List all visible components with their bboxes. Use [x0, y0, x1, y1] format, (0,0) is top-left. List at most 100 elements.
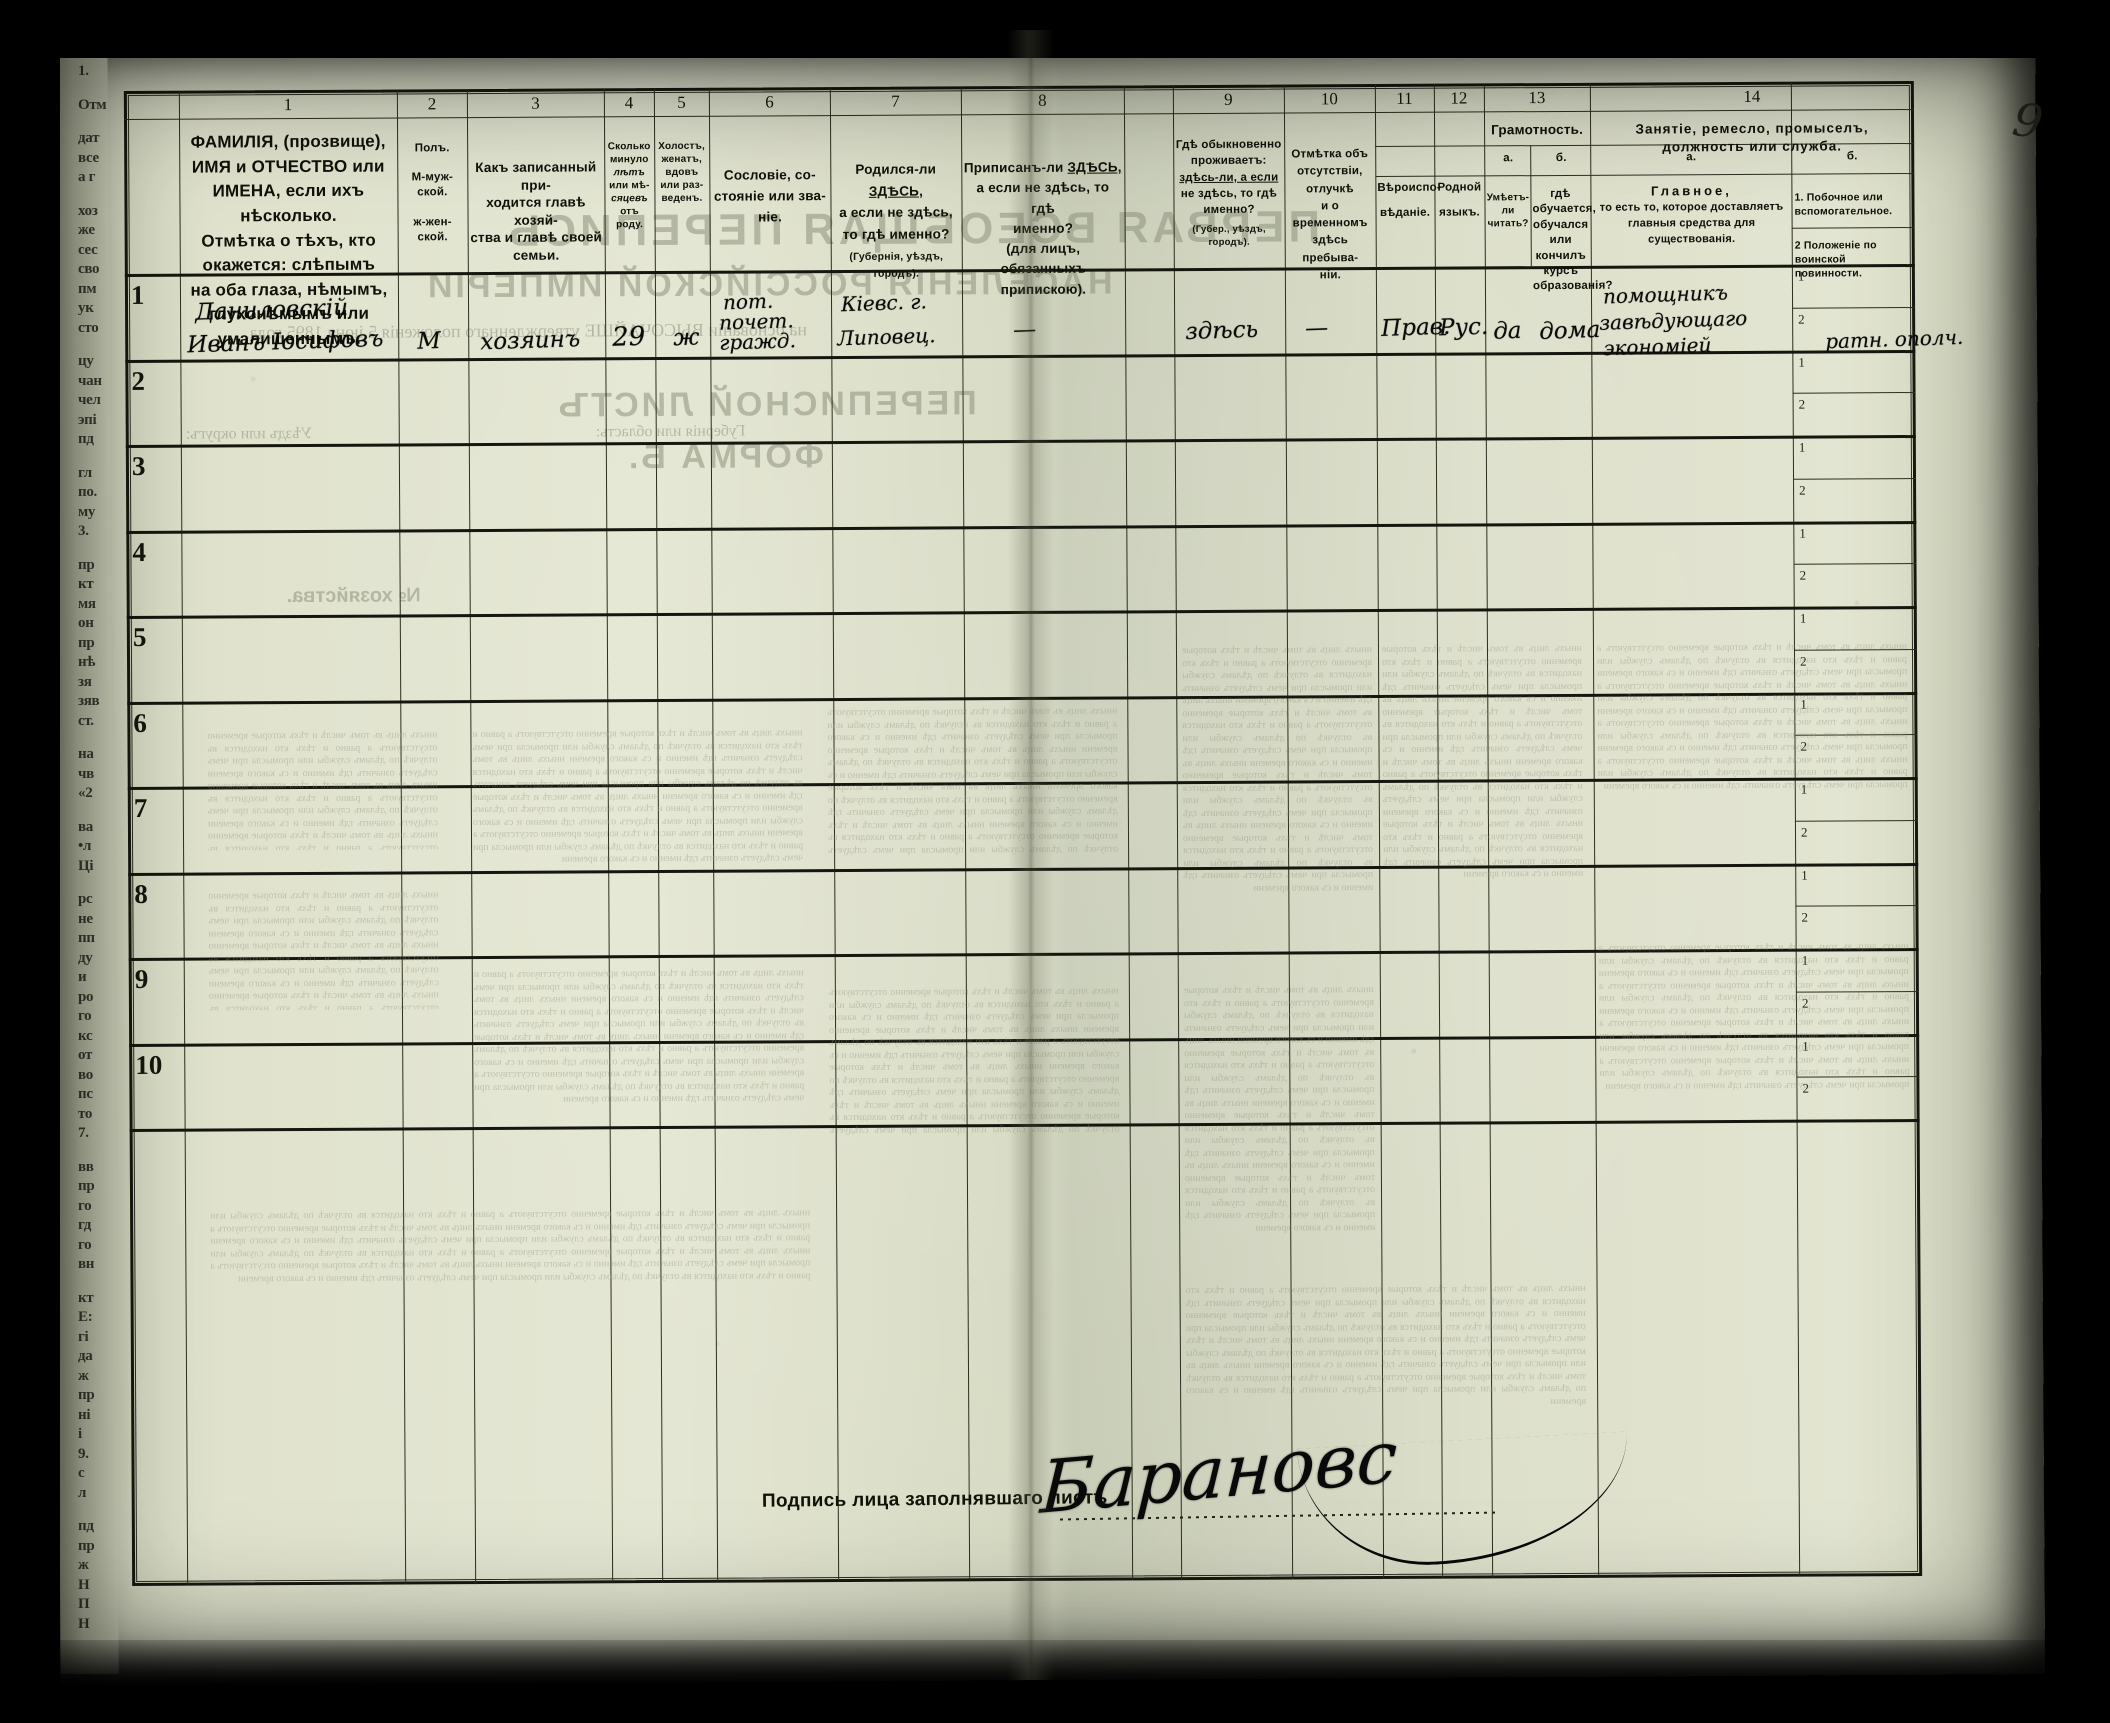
row-number: 6: [133, 707, 147, 738]
col-header-11: Вѣроиспо- вѣданіе.: [1377, 176, 1441, 227]
col4-line2: минуло: [609, 154, 649, 166]
adjacent-page-line: на: [78, 746, 94, 762]
col12-line1: Родной: [1437, 181, 1482, 194]
col9-line1: Гдѣ обыкновенно: [1175, 138, 1282, 152]
col13a-line1: Умѣетъ-: [1486, 192, 1530, 204]
col-number-1: 1: [283, 95, 293, 115]
col5-line1: Холостъ,: [658, 140, 706, 153]
col-header-14a-letter: а.: [1686, 151, 1697, 164]
col14b-subrow-number: 1: [1801, 952, 1809, 968]
col-header-13a-letter: а.: [1503, 152, 1514, 165]
adjacent-page-line: [78, 1144, 130, 1158]
col5-line3: вдовъ: [665, 166, 699, 178]
col8-line5: припискою).: [1000, 281, 1087, 297]
adjacent-page-line: от: [78, 1047, 93, 1063]
col-number-14: 14: [1743, 86, 1761, 106]
col13b-line1: гдѣ обучается,: [1532, 187, 1597, 216]
cell-1-relation: хозяинъ: [479, 326, 581, 356]
col-header-5: Холостъ, женатъ, вдовъ или раз- веденъ.: [656, 140, 707, 205]
adjacent-page-line: го: [78, 1197, 92, 1214]
photo-background-top: [0, 0, 2110, 58]
adjacent-page-line: зяв: [78, 693, 100, 709]
cell-1-sex: М: [416, 327, 442, 355]
col-header-3: Какъ записанный при- ходится главѣ хозяй…: [469, 158, 603, 264]
col14b-subrow-number: 2: [1800, 824, 1808, 840]
adjacent-page-line: пр: [78, 1178, 95, 1194]
adjacent-page-line: во: [78, 1066, 93, 1083]
col9-line4: не здѣсь, то гдѣ: [1180, 187, 1278, 201]
adjacent-page-line: [78, 804, 130, 818]
col1-line3: Отмѣтка о тѣхъ, кто окажется: слѣпымъ: [201, 230, 377, 275]
col8-here-emphasis: ЗДѢСЬ,: [1067, 159, 1122, 175]
adjacent-page-line: гі: [78, 1328, 89, 1345]
cell-1-occupation-line3: экономіей: [1602, 332, 1712, 361]
col3-line2: ходится главѣ хозяй-: [486, 194, 586, 228]
adjacent-page-line: [78, 115, 130, 129]
adjacent-page-line: ро: [78, 988, 94, 1005]
col12-line2: языкъ.: [1439, 206, 1480, 219]
row-number: 1: [130, 279, 145, 310]
adjacent-page-line: ж: [78, 1557, 89, 1573]
adjacent-page-line: [78, 731, 130, 745]
col13a-line2: ли: [1501, 205, 1515, 217]
col-header-7: Родился-ли ЗДѢСЬ, а если не здѣсь, то гд…: [832, 158, 960, 283]
adjacent-page-line: ду: [78, 949, 93, 966]
adjacent-page-line: [78, 1503, 130, 1517]
col14b-1-text: Побочное или вспомогательное.: [1794, 191, 1893, 218]
adjacent-page-line: сес: [78, 241, 98, 258]
col-header-14a: Главное, то есть то, которое доставляетъ…: [1594, 182, 1788, 248]
row-number: 9: [134, 963, 149, 994]
col4-line1: Сколько: [607, 141, 651, 153]
adjacent-page-line: не: [78, 910, 93, 927]
col-header-13b: гдѣ обучается, обучался или кончилъ курс…: [1532, 187, 1613, 295]
row-number: 7: [133, 792, 148, 823]
adjacent-page-line: Отм: [78, 96, 107, 113]
col-header-8: Приписанъ-ли ЗДѢСЬ, а если не здѣсь, то …: [963, 157, 1123, 300]
adjacent-page-line: гл: [78, 464, 92, 481]
cell-1-birthplace-line2: Липовец.: [836, 323, 936, 351]
col2-line1: Полъ.: [414, 142, 450, 155]
adjacent-page-line: 9.: [78, 1445, 89, 1462]
adjacent-page-line: пд: [78, 1518, 94, 1534]
col-header-13-title: Грамотность.: [1491, 121, 1584, 138]
col14b-1-number: 1.: [1794, 191, 1804, 204]
adjacent-page-line: дат: [78, 130, 100, 146]
adjacent-page-line: чел: [78, 392, 101, 408]
col2-line5: ской.: [417, 230, 448, 244]
col8-line3: именно?: [1013, 220, 1074, 236]
col7-here-emphasis: ЗДѢСЬ,: [868, 183, 924, 199]
adjacent-page-line: сво: [78, 261, 100, 277]
adjacent-page-line: же: [78, 222, 95, 238]
adjacent-page-line: [78, 450, 130, 464]
col-header-14b-letter: б.: [1846, 150, 1858, 163]
col6-line2: стояніе или зва-: [713, 188, 826, 204]
col5-line4: или раз-: [660, 179, 704, 192]
adjacent-page-line: пр: [78, 1537, 95, 1554]
col14b-subrow-number: 1: [1798, 439, 1806, 455]
col-header-14b-1: 1. Побочное или вспомогательное.: [1794, 191, 1912, 219]
adjacent-page-line: л: [78, 1484, 87, 1501]
col-header-12: Родной языкъ.: [1436, 175, 1482, 226]
col-header-13a: Умѣетъ- ли читать?: [1486, 191, 1530, 230]
adjacent-page-line: П: [78, 1596, 90, 1612]
adjacent-page-line: 1.: [78, 63, 89, 79]
col5-line2: женатъ,: [661, 153, 703, 166]
col14b-subrow-number: 1: [1800, 781, 1808, 797]
col13b-line2: обучался или: [1532, 218, 1589, 247]
cell-1-marital: ж: [672, 324, 700, 352]
adjacent-page-line: пс: [78, 1086, 93, 1102]
col11-line2: вѣданіе.: [1379, 207, 1431, 220]
cell-1-residence: здѣсь: [1184, 316, 1259, 346]
col4-line5: сяцевъ: [611, 193, 648, 205]
adjacent-page-line: пр: [78, 1387, 95, 1403]
col14b-subrow-number: 2: [1801, 909, 1809, 925]
col1-line2: ИМЕНА, если ихъ нѣсколько.: [212, 180, 365, 226]
col11-line1: Вѣроиспо-: [1377, 181, 1441, 195]
row-number: 5: [132, 621, 147, 652]
cell-1-age: 29: [611, 321, 646, 353]
col8-line2: а если не здѣсь, то гдѣ: [976, 179, 1110, 216]
col9-line2: проживаетъ:: [1190, 154, 1267, 168]
col-number-6: 6: [765, 92, 774, 112]
adjacent-page-line: [78, 542, 130, 556]
col13b-line4: образованія?: [1532, 280, 1613, 293]
